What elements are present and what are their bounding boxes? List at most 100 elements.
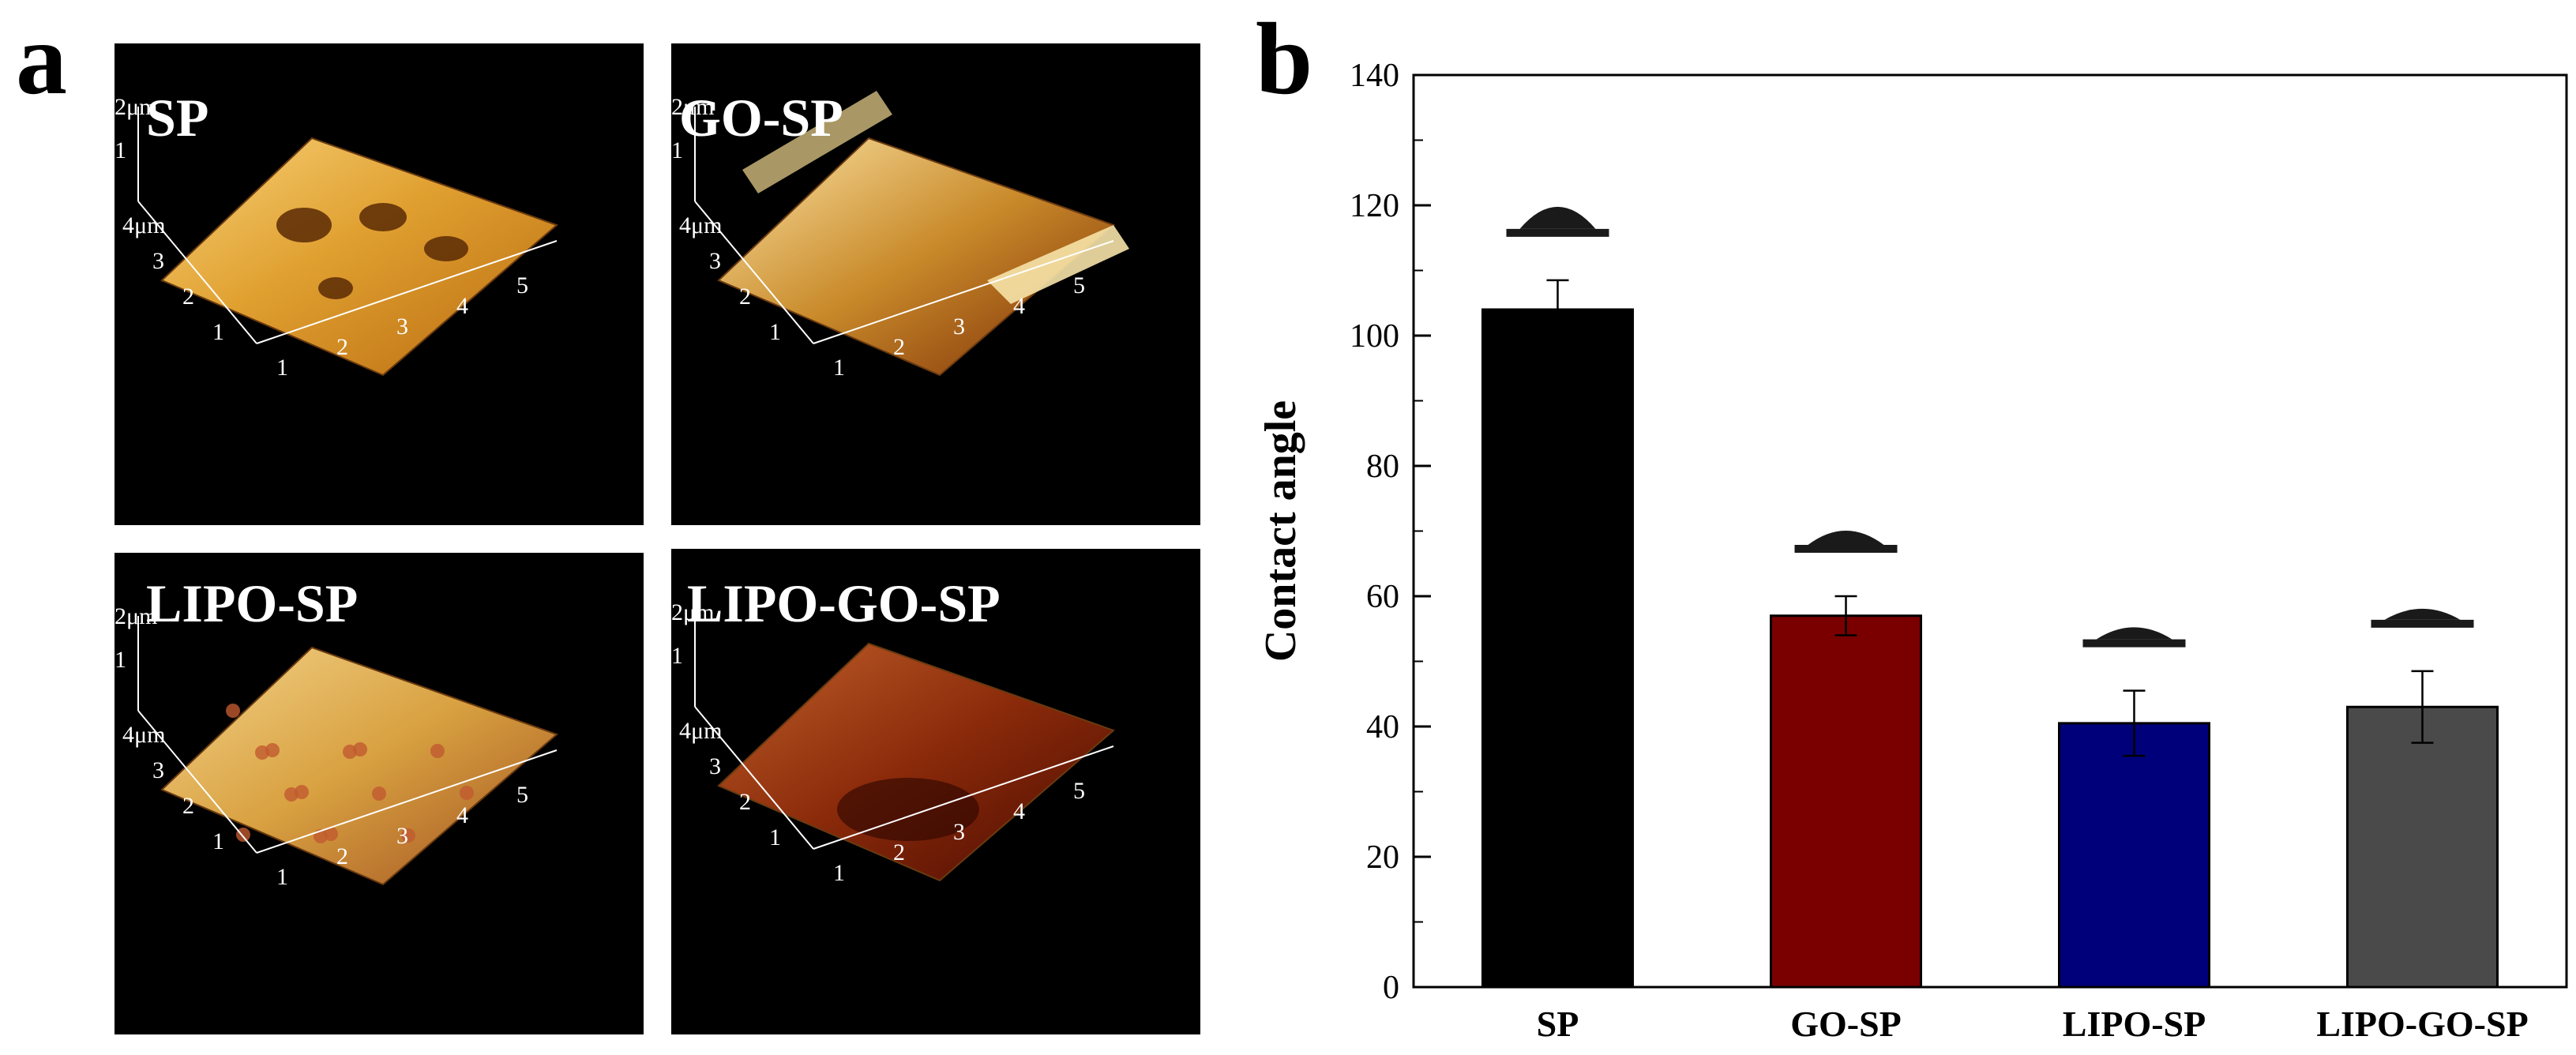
x-tick-label: 3 bbox=[953, 819, 965, 845]
bar-sp bbox=[1481, 308, 1634, 989]
y-tick-label: 2 bbox=[182, 793, 194, 819]
y-tick-label: 20 bbox=[1366, 839, 1399, 876]
afm-image-go-sp: 2μm 1 4μm 3 2 1 1 2 3 4 5 GO-SP bbox=[671, 43, 1200, 525]
surface-pit bbox=[359, 203, 407, 231]
bar-go-sp bbox=[1770, 614, 1922, 989]
surface-grain bbox=[226, 704, 240, 718]
z-tick-label: 1 bbox=[671, 643, 683, 669]
afm-surface-plane bbox=[717, 642, 1115, 882]
x-tick-label: 5 bbox=[516, 782, 528, 808]
x-axis-line bbox=[256, 749, 558, 854]
droplet-substrate bbox=[1794, 545, 1898, 553]
y-axis-line bbox=[694, 706, 814, 850]
surface-pit bbox=[318, 277, 353, 299]
surface-grain bbox=[265, 743, 280, 757]
x-tick-label: 4 bbox=[456, 293, 468, 319]
x-axis-line bbox=[813, 745, 1114, 850]
x-tick-label: 4 bbox=[456, 802, 468, 828]
x-tick-label: 3 bbox=[396, 313, 408, 340]
z-tick-label: 1 bbox=[671, 137, 683, 163]
y-tick-label: 3 bbox=[152, 757, 164, 783]
panel-a-letter: a bbox=[16, 2, 67, 116]
x-tick-label: 2 bbox=[336, 334, 348, 360]
surface-grain bbox=[460, 786, 474, 800]
y-tick-label: 2 bbox=[182, 283, 194, 310]
z-tick-label: 1 bbox=[115, 647, 126, 673]
y-tick-label: 120 bbox=[1350, 188, 1399, 224]
panel-b-letter: b bbox=[1256, 2, 1313, 116]
y-tick-label: 1 bbox=[212, 319, 224, 345]
y-tick-label: 2 bbox=[739, 283, 751, 310]
x-tick-label: 2 bbox=[893, 839, 905, 865]
afm-surface-plane bbox=[160, 137, 558, 377]
y-tick-label: 3 bbox=[709, 753, 721, 779]
y-tick-label: 3 bbox=[152, 248, 164, 274]
bar-lipo-sp bbox=[2058, 722, 2210, 989]
x-tick-label: 4 bbox=[1013, 798, 1025, 824]
surface-grain bbox=[324, 827, 338, 841]
y-tick-label: 4μm bbox=[122, 212, 165, 238]
surface-ridge bbox=[742, 91, 892, 193]
water-droplet bbox=[2096, 627, 2172, 640]
droplet-substrate bbox=[2371, 619, 2474, 628]
x-tick-label: 3 bbox=[953, 313, 965, 340]
surface-grain bbox=[236, 828, 250, 842]
z-tick-label: 1 bbox=[115, 137, 126, 163]
droplet-substrate bbox=[2082, 639, 2186, 648]
x-tick-label: 5 bbox=[1073, 778, 1085, 804]
y-axis-line bbox=[137, 201, 257, 344]
y-tick-label: 1 bbox=[212, 828, 224, 854]
afm-image-label: LIPO-GO-SP bbox=[687, 573, 1001, 633]
bar-lipo-go-sp bbox=[2346, 705, 2499, 989]
y-tick-label: 100 bbox=[1350, 318, 1399, 355]
x-axis-line bbox=[256, 240, 558, 344]
x-tick-label: 4 bbox=[1013, 293, 1025, 319]
y-axis-line bbox=[137, 710, 257, 854]
afm-image-lipo-sp: 2μm 1 4μm 3 2 1 1 2 3 4 5 LIPO-SP bbox=[115, 553, 644, 1034]
surface-pit bbox=[424, 236, 468, 261]
x-tick-label: SP bbox=[1537, 1004, 1579, 1044]
surface-dark-region bbox=[837, 778, 979, 841]
y-tick-label: 4μm bbox=[679, 718, 722, 744]
surface-grain bbox=[430, 744, 445, 758]
y-tick-label: 80 bbox=[1366, 449, 1399, 485]
afm-image-label: SP bbox=[146, 88, 209, 148]
y-tick-label: 0 bbox=[1383, 970, 1399, 1006]
afm-surface-plane bbox=[160, 646, 558, 886]
z-tick-label: 2μm bbox=[115, 94, 157, 120]
surface-grain bbox=[372, 787, 386, 801]
surface-grain bbox=[295, 785, 309, 799]
afm-image-label: LIPO-SP bbox=[146, 573, 359, 633]
y-tick-label: 4μm bbox=[122, 722, 165, 748]
afm-image-sp: 2μm 1 4μm 3 2 1 1 2 3 4 5 SP bbox=[115, 43, 644, 525]
z-tick-label: 2μm bbox=[115, 603, 157, 629]
x-tick-label: 2 bbox=[893, 334, 905, 360]
x-tick-label: GO-SP bbox=[1790, 1004, 1902, 1044]
y-tick-label: 1 bbox=[769, 824, 781, 850]
x-tick-label: 1 bbox=[833, 355, 845, 381]
x-tick-label: 3 bbox=[396, 823, 408, 849]
y-tick-label: 2 bbox=[739, 789, 751, 815]
x-tick-label: LIPO-SP bbox=[2063, 1004, 2206, 1044]
z-tick-label: 2μm bbox=[671, 94, 714, 120]
surface-pit bbox=[276, 208, 332, 242]
x-tick-label: 1 bbox=[276, 355, 288, 381]
y-tick-label: 60 bbox=[1366, 579, 1399, 615]
surface-grain bbox=[353, 742, 367, 757]
water-droplet bbox=[1808, 531, 1884, 545]
y-tick-label: 3 bbox=[709, 248, 721, 274]
droplet-substrate bbox=[1506, 228, 1609, 237]
x-tick-label: 1 bbox=[276, 864, 288, 890]
afm-image-label: GO-SP bbox=[679, 88, 843, 148]
x-tick-label: 5 bbox=[1073, 272, 1085, 298]
x-tick-label: LIPO-GO-SP bbox=[2316, 1004, 2528, 1044]
y-axis-line bbox=[694, 201, 814, 344]
x-axis-line bbox=[813, 240, 1114, 344]
y-tick-label: 4μm bbox=[679, 212, 722, 238]
z-tick-label: 2μm bbox=[671, 599, 714, 625]
